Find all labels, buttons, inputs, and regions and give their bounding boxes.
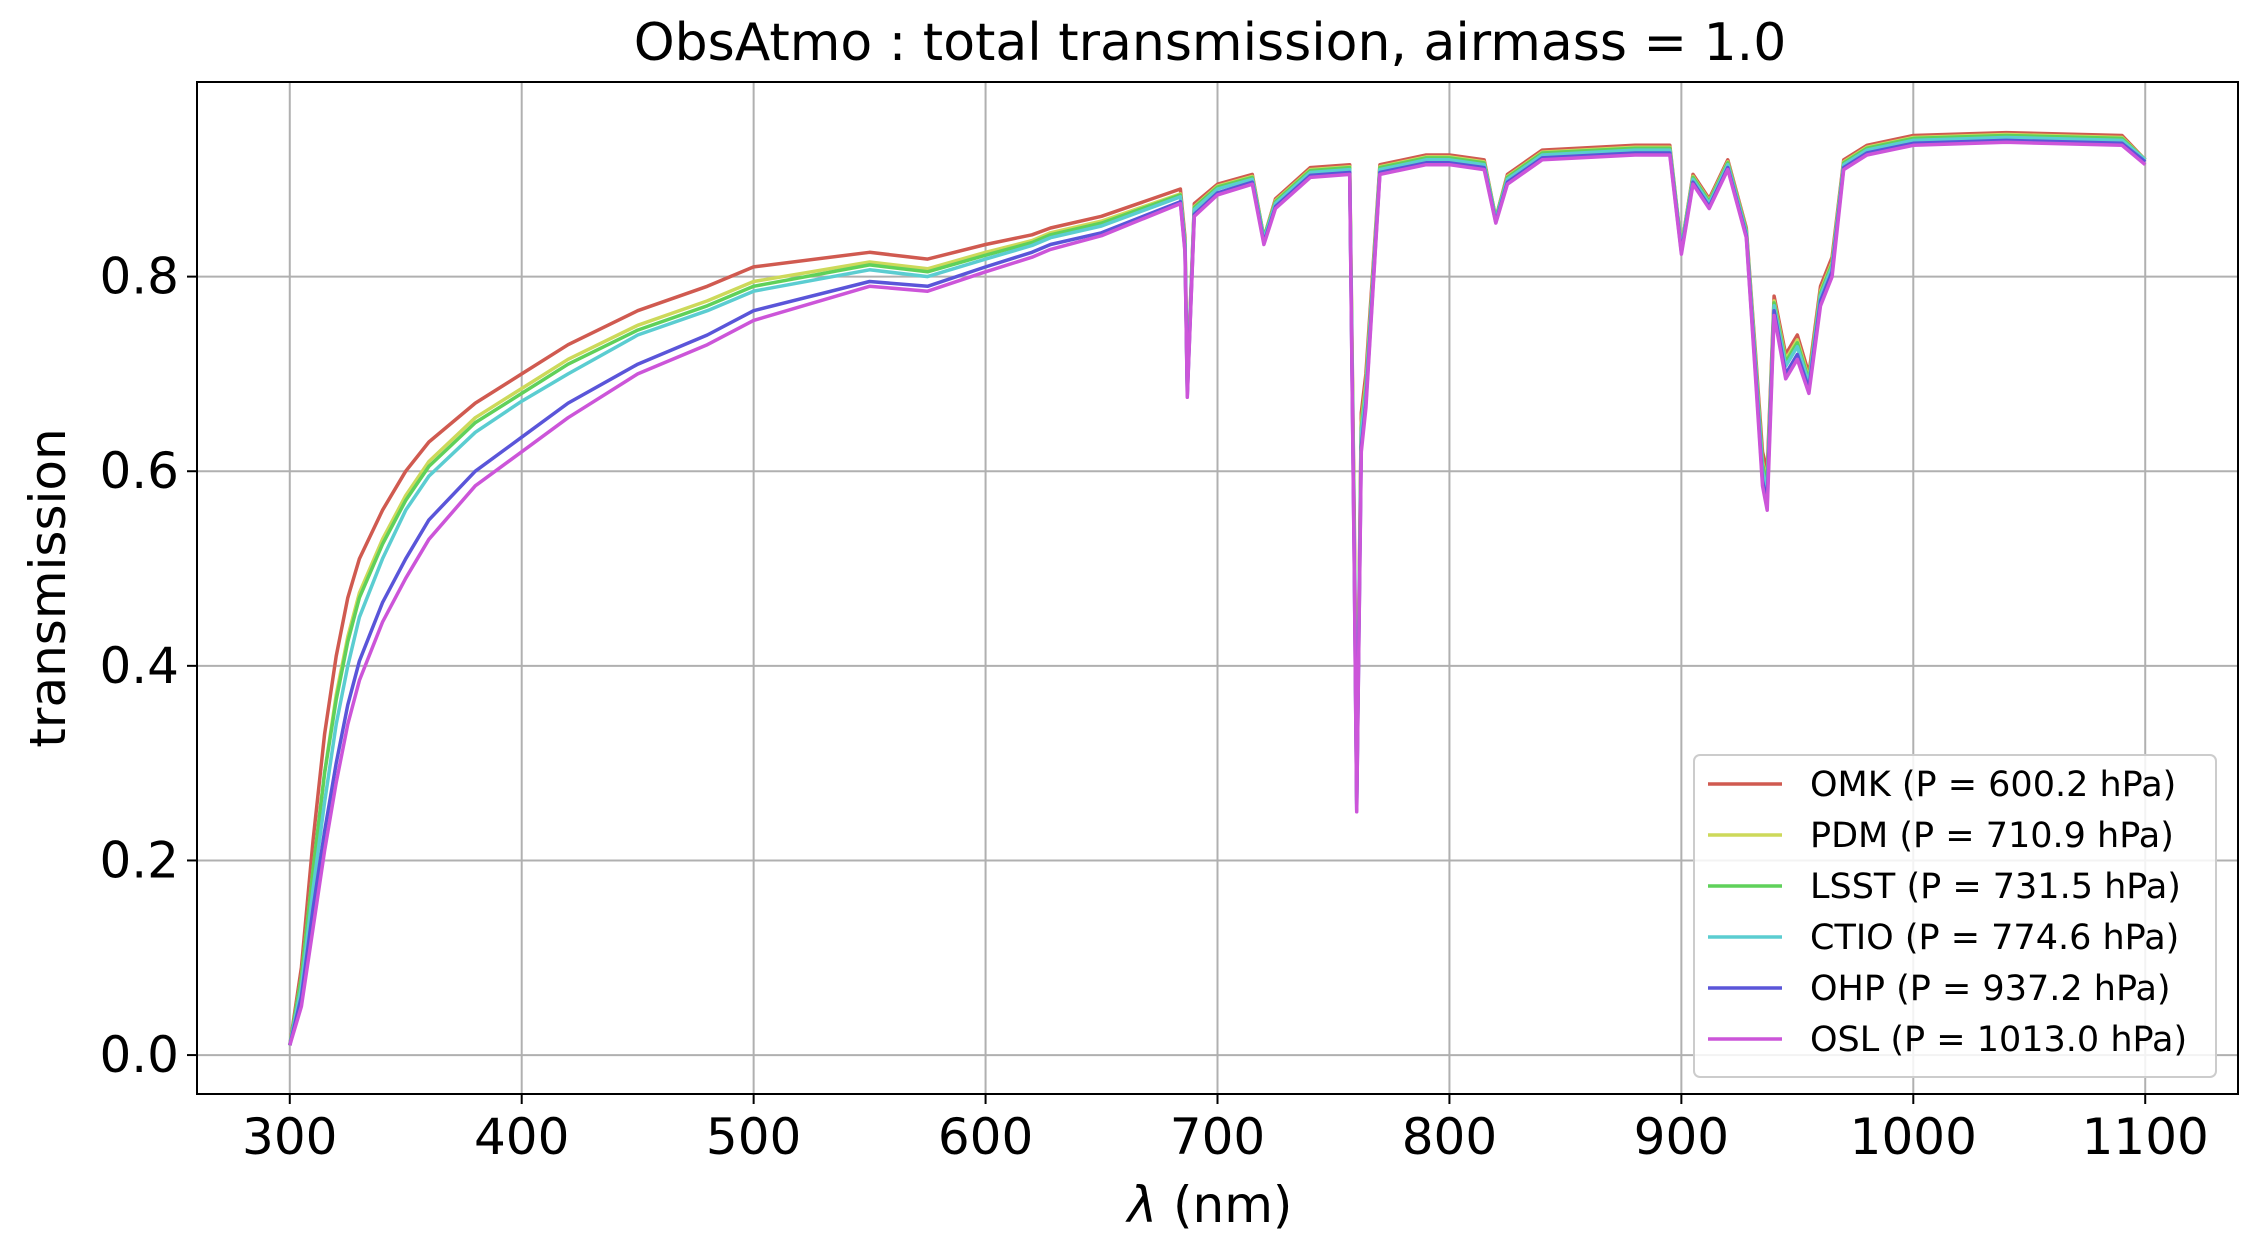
x-axis-label: λ (nm)	[1125, 1176, 1293, 1234]
legend-label: OHP (P = 937.2 hPa)	[1810, 969, 2171, 1009]
legend-label: LSST (P = 731.5 hPa)	[1810, 867, 2181, 907]
legend-label: CTIO (P = 774.6 hPa)	[1810, 918, 2179, 958]
x-tick-label: 500	[706, 1108, 801, 1166]
x-tick-label: 300	[242, 1108, 337, 1166]
legend-label: OSL (P = 1013.0 hPa)	[1810, 1020, 2187, 1060]
series-line-5	[288, 140, 2147, 1046]
x-tick-label: 800	[1402, 1108, 1497, 1166]
legend: OMK (P = 600.2 hPa) PDM (P = 710.9 hPa) LS…	[1693, 754, 2217, 1078]
x-tick-label: 900	[1634, 1108, 1729, 1166]
y-tick-label: 0.8	[99, 248, 179, 306]
y-tick-label: 0.2	[99, 831, 179, 889]
y-axis-label: transmission	[19, 428, 77, 747]
legend-box	[1693, 754, 2217, 1078]
x-axis-symbol: λ	[1125, 1176, 1158, 1234]
x-tick-label: 1100	[2082, 1108, 2209, 1166]
chart-title: ObsAtmo : total transmission, airmass = …	[634, 13, 1787, 73]
y-tick-label: 0.4	[99, 637, 179, 695]
x-tick-label: 1000	[1850, 1108, 1977, 1166]
x-tick-label: 400	[474, 1108, 569, 1166]
x-tick-label: 600	[938, 1108, 1033, 1166]
x-axis-ticks: 300 400 500 600 700 800 900 1000 1100	[242, 1094, 2209, 1166]
x-tick-label: 700	[1170, 1108, 1265, 1166]
y-tick-label: 0.6	[99, 442, 179, 500]
y-tick-label: 0.0	[99, 1026, 179, 1084]
series-lines	[288, 130, 2147, 1046]
legend-label: PDM (P = 710.9 hPa)	[1810, 816, 2174, 856]
x-axis-unit: (nm)	[1157, 1176, 1292, 1234]
y-axis-ticks: 0.0 0.2 0.4 0.6 0.8	[99, 248, 197, 1084]
legend-label: OMK (P = 600.2 hPa)	[1810, 765, 2176, 805]
